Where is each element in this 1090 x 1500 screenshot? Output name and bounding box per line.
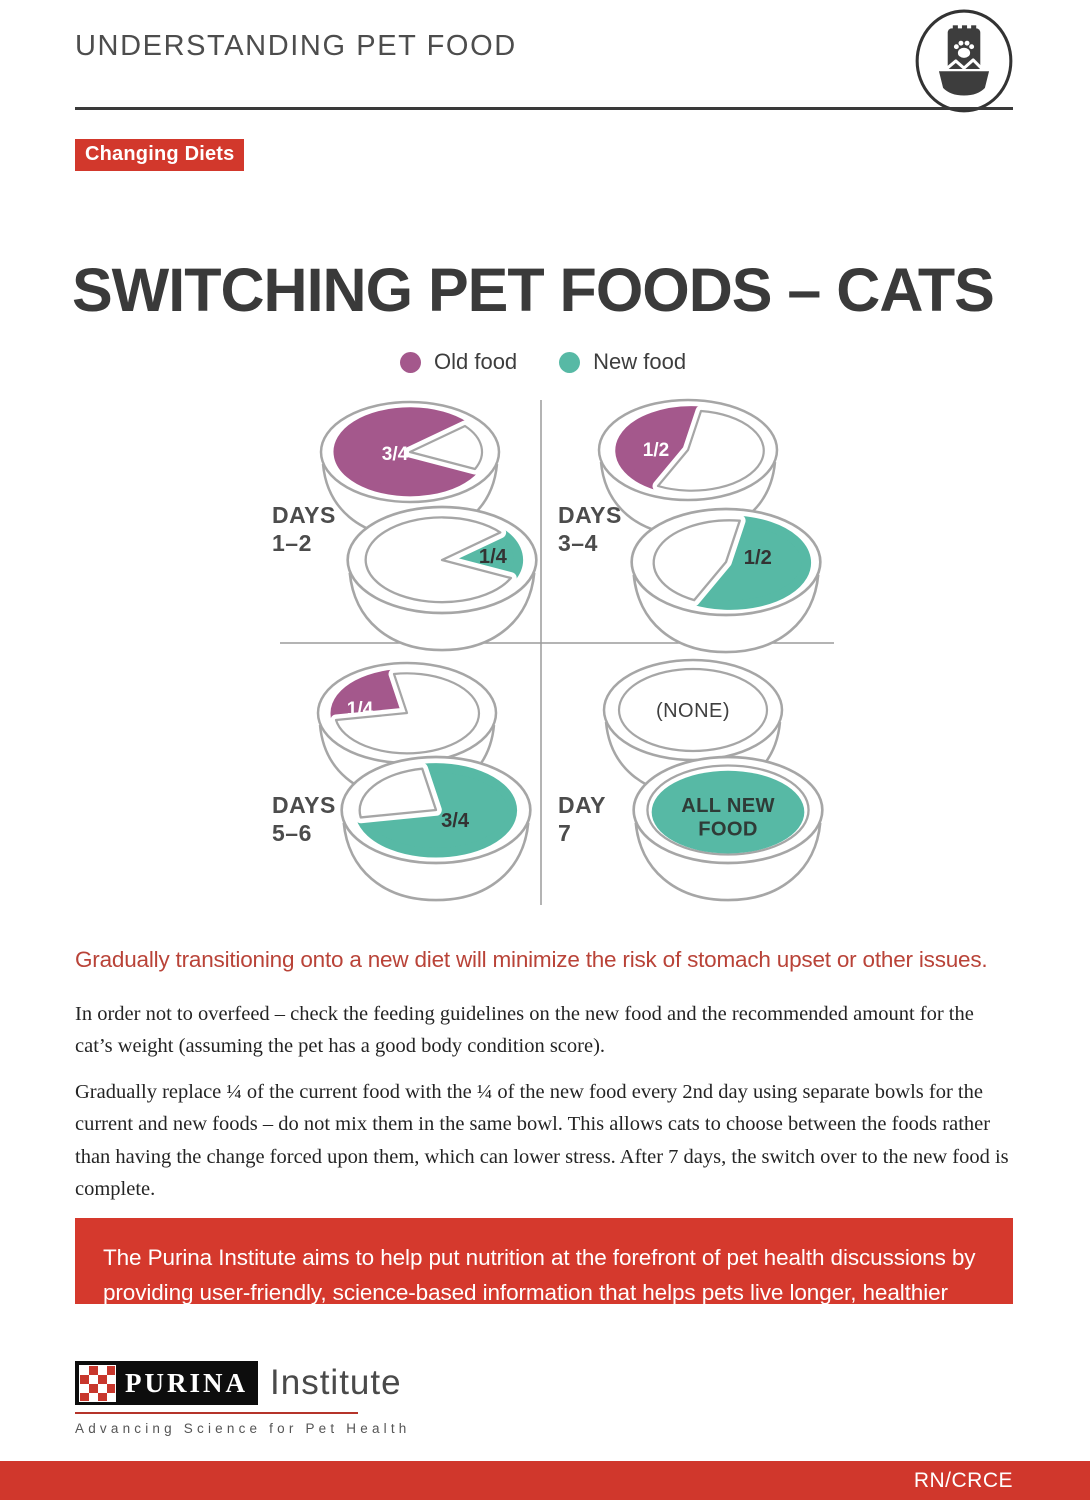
legend-item-new-food: New food [559, 349, 686, 375]
purina-institute-logo: PURINA Institute Advancing Science for P… [75, 1361, 411, 1436]
quadrant-label-days-5-6: DAYS 5–6 [272, 792, 336, 846]
bowl-old-food-day7: (NONE) [602, 658, 784, 797]
bowl-old-food-days3-4: 1/2 [597, 398, 779, 537]
bowl-new-food-day7: ALL NEW FOOD [632, 755, 824, 902]
highlight-sentence: Gradually transitioning onto a new diet … [75, 947, 988, 972]
pet-food-bag-and-bowl-icon [913, 8, 1015, 118]
bowl-new-food-days1-2: 1/4 [346, 505, 538, 652]
mission-banner: The Purina Institute aims to help put nu… [75, 1218, 1013, 1340]
bowl-old-food-days1-2: 3/4 [319, 400, 501, 539]
fraction-label: 3/4 [441, 810, 470, 832]
new-food-swatch [559, 351, 581, 373]
bowl-new-food-days5-6: 3/4 [340, 755, 532, 902]
footer-bar: RN/CRCE [0, 1461, 1090, 1500]
all-new-food-label-line1: ALL NEW [681, 795, 775, 817]
purina-wordmark: PURINA [125, 1367, 248, 1398]
quadrant-label-days-3-4: DAYS 3–4 [558, 502, 622, 556]
fraction-label: 1/4 [347, 699, 374, 720]
body-paragraph-2: Gradually replace ¼ of the current food … [75, 1080, 1009, 1200]
institute-wordmark: Institute [270, 1363, 402, 1402]
transition-diagram: 3/4 1/4 1/2 1/2 [258, 385, 846, 923]
none-label: (NONE) [656, 700, 730, 722]
fraction-label: 1/2 [744, 547, 772, 569]
header-divider [75, 107, 1013, 110]
legend: Old food New food [400, 349, 686, 375]
all-new-food-label-line2: FOOD [698, 818, 757, 840]
page-title: SWITCHING PET FOODS – CATS [72, 255, 995, 324]
new-food-label: New food [593, 349, 687, 374]
purina-checkerboard-icon [79, 1364, 116, 1402]
purina-logo-box: PURINA [75, 1361, 258, 1405]
fraction-label: 3/4 [382, 444, 409, 465]
bowl-old-food-days5-6: 1/4 [316, 661, 498, 800]
body-paragraph-1: In order not to overfeed – check the fee… [75, 1003, 974, 1058]
fraction-label: 1/4 [479, 546, 508, 568]
page-header-title: UNDERSTANDING PET FOOD [75, 30, 517, 62]
category-badge: Changing Diets [75, 139, 245, 171]
legend-item-old-food: Old food [400, 349, 517, 375]
old-food-swatch [400, 351, 421, 373]
bowls-graphic: 3/4 1/4 1/2 1/2 [280, 398, 834, 905]
logo-tagline: Advancing Science for Pet Health [75, 1421, 411, 1436]
mission-banner-text: The Purina Institute aims to help put nu… [103, 1245, 976, 1340]
quadrant-label-days-1-2: DAYS 1–2 [272, 502, 336, 556]
fraction-label: 1/2 [643, 440, 669, 461]
footer-code: RN/CRCE [913, 1469, 1013, 1492]
old-food-label: Old food [434, 349, 518, 374]
bowl-new-food-days3-4: 1/2 [630, 507, 822, 654]
logo-divider [75, 1412, 358, 1414]
quadrant-label-day-7: DAY 7 [558, 792, 606, 846]
